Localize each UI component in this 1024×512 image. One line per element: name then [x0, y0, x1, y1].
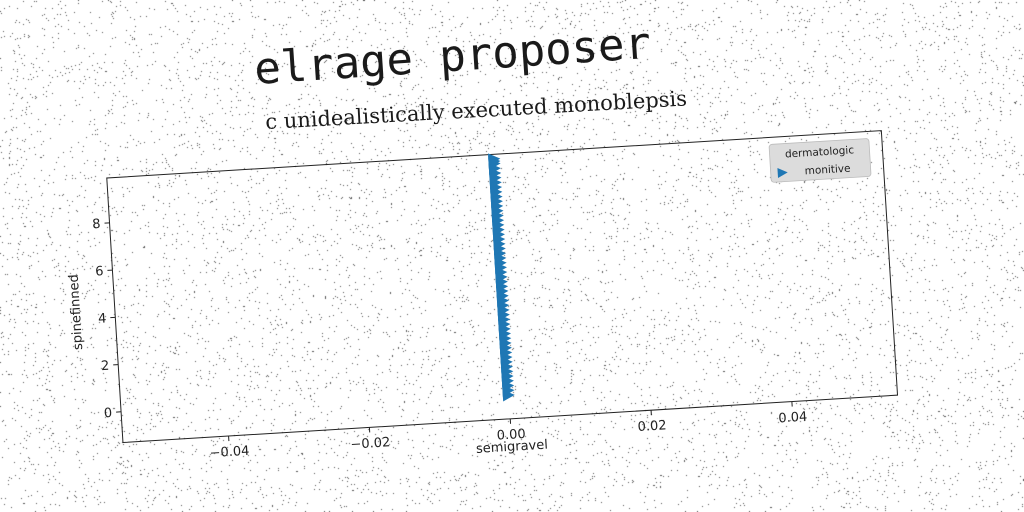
- y-tick-label: 6: [95, 264, 104, 279]
- legend-marker-icon: [777, 168, 788, 179]
- legend-entry-label: monitive: [804, 163, 851, 178]
- legend-title: dermatologic: [785, 144, 855, 160]
- y-tick-label: 2: [101, 359, 110, 374]
- legend-box: [768, 138, 872, 183]
- x-tick-label: −0.02: [350, 435, 391, 452]
- y-tick-label: 0: [103, 406, 112, 421]
- data-points: [487, 153, 515, 402]
- legend: dermatologic monitive: [768, 138, 872, 183]
- y-tick-label: 8: [92, 217, 101, 232]
- x-tick-label: −0.04: [209, 444, 250, 461]
- x-tick-label: 0.04: [778, 410, 808, 427]
- y-ticks: 0 2 4 6 8: [92, 217, 122, 421]
- y-axis-label: spinefinned: [67, 274, 87, 351]
- x-axis-label: semigravel: [476, 438, 549, 457]
- x-ticks: −0.04 −0.02 0.00 0.02 0.04: [209, 401, 808, 461]
- x-tick-label: 0.02: [637, 418, 667, 435]
- y-tick-label: 4: [98, 311, 107, 326]
- x-tick-label: 0.00: [496, 427, 526, 444]
- data-point: [487, 153, 501, 166]
